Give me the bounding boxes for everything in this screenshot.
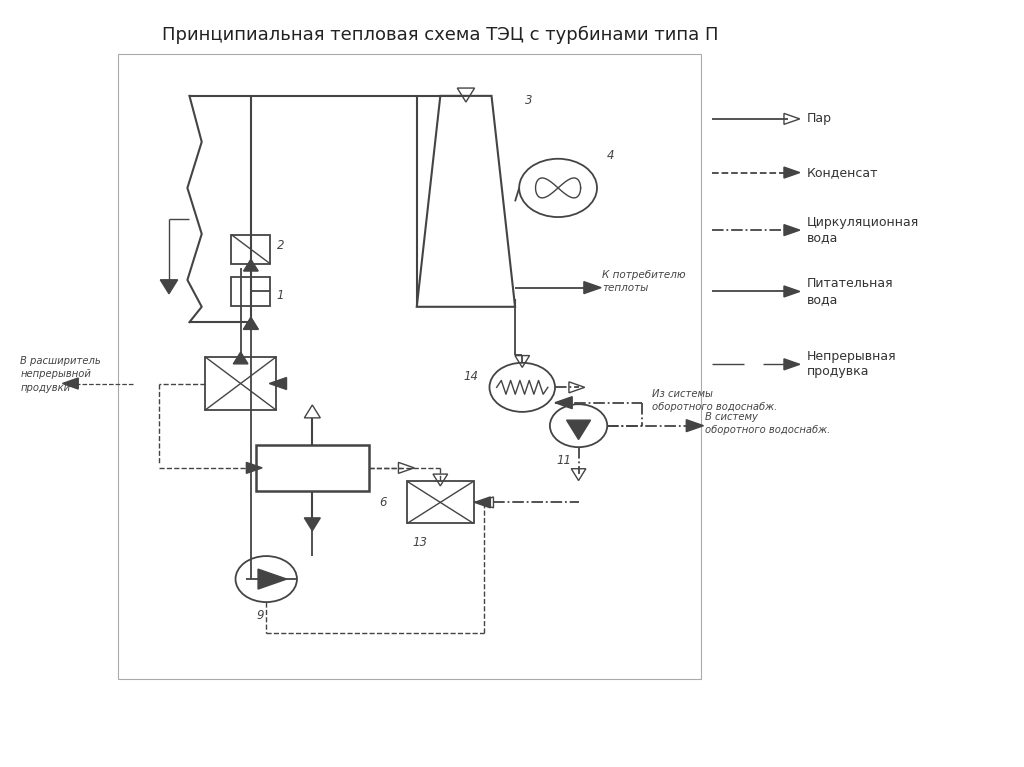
Text: Пар: Пар (807, 113, 831, 125)
Polygon shape (161, 280, 177, 294)
Text: 11: 11 (556, 454, 571, 467)
Polygon shape (244, 318, 258, 329)
Text: продувки: продувки (20, 384, 71, 393)
Text: непрерывной: непрерывной (20, 370, 91, 380)
Polygon shape (258, 569, 287, 589)
Bar (407, 482, 473, 524)
Bar (205, 357, 276, 410)
Text: В расширитель: В расширитель (20, 357, 101, 367)
Polygon shape (784, 225, 800, 235)
Polygon shape (247, 463, 262, 473)
Text: 4: 4 (607, 149, 614, 162)
Polygon shape (244, 318, 258, 329)
Bar (231, 235, 270, 264)
Text: Непрерывная: Непрерывная (807, 351, 897, 363)
Text: Питательная: Питательная (807, 278, 894, 290)
Text: вода: вода (807, 293, 839, 305)
Text: Циркуляционная: Циркуляционная (807, 216, 920, 229)
Polygon shape (784, 167, 800, 178)
Text: Из системы: Из системы (652, 389, 713, 399)
Text: 13: 13 (412, 536, 427, 549)
Text: теплоты: теплоты (602, 284, 648, 294)
Text: Конденсат: Конденсат (807, 166, 879, 179)
Polygon shape (244, 259, 258, 271)
Polygon shape (62, 378, 78, 389)
Polygon shape (475, 497, 490, 508)
Polygon shape (686, 420, 703, 432)
Text: оборотного водоснабж.: оборотного водоснабж. (652, 403, 777, 413)
Polygon shape (555, 397, 572, 409)
Bar (256, 445, 369, 491)
Text: 14: 14 (464, 370, 479, 383)
Text: К потребителю: К потребителю (602, 271, 686, 281)
Text: 3: 3 (525, 94, 532, 107)
Text: продувка: продувка (807, 366, 869, 378)
Text: Принципиальная тепловая схема ТЭЦ с турбинами типа П: Принципиальная тепловая схема ТЭЦ с турб… (162, 25, 719, 44)
Polygon shape (566, 420, 591, 439)
Polygon shape (584, 281, 601, 294)
Polygon shape (233, 352, 248, 364)
Text: 6: 6 (379, 496, 386, 509)
Text: 2: 2 (276, 239, 284, 252)
Text: оборотного водоснабж.: оборотного водоснабж. (705, 426, 829, 436)
Text: вода: вода (807, 232, 839, 244)
Bar (118, 54, 701, 679)
Polygon shape (304, 518, 321, 531)
Polygon shape (269, 377, 287, 390)
Polygon shape (784, 286, 800, 297)
Polygon shape (784, 359, 800, 370)
Text: 1: 1 (276, 289, 284, 301)
Text: 9: 9 (256, 609, 263, 622)
Text: В систему: В систему (705, 412, 758, 422)
Bar (231, 277, 270, 306)
